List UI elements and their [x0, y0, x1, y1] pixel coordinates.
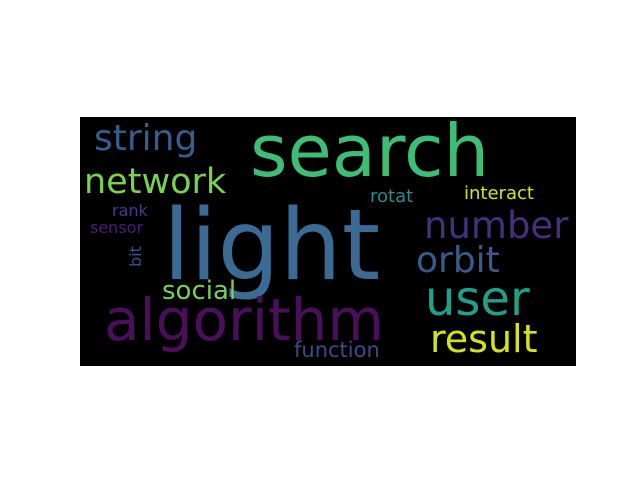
word-rotat: rotat — [370, 186, 414, 207]
word-function: function — [294, 338, 380, 362]
word-user: user — [425, 271, 530, 327]
word-algorithm: algorithm — [104, 286, 384, 354]
word-interact: interact — [464, 183, 534, 204]
word-social: social — [162, 276, 237, 306]
word-sensor: sensor — [90, 218, 144, 237]
word-number: number — [424, 204, 569, 247]
word-rank: rank — [112, 201, 148, 220]
word-orbit: orbit — [416, 240, 500, 281]
word-cloud: search light algorithm network string nu… — [80, 117, 576, 366]
word-result: result — [430, 317, 538, 361]
word-search: search — [250, 117, 490, 193]
word-string: string — [94, 118, 198, 159]
word-light: light — [163, 189, 381, 303]
word-network: network — [84, 162, 227, 202]
word-bit: bit — [126, 246, 145, 267]
